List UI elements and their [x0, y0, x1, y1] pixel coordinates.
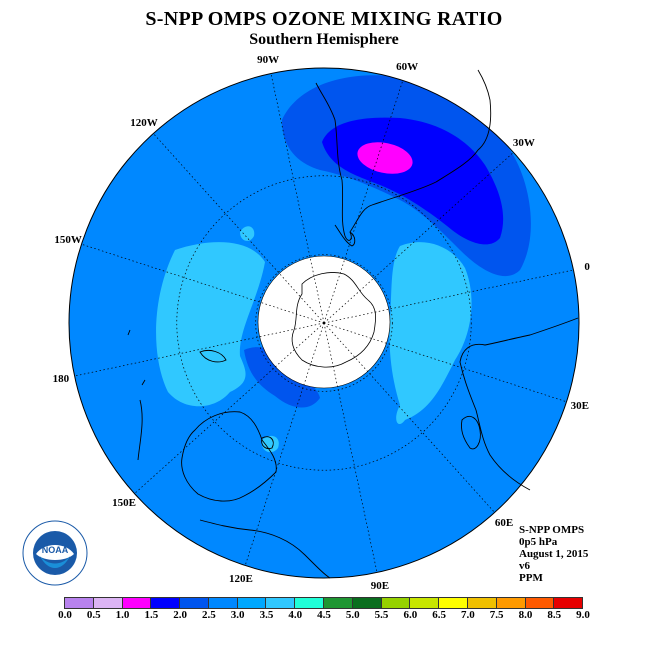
madagascar-coastline	[461, 416, 481, 450]
map-title: S-NPP OMPS OZONE MIXING RATIO	[145, 8, 503, 30]
map-boundary	[68, 67, 580, 579]
map-subtitle: Southern Hemisphere	[249, 31, 399, 48]
antarctica-coastline-inner	[291, 272, 377, 368]
longitude-label: 150W	[54, 233, 82, 246]
longitude-label: 120E	[228, 572, 253, 585]
new-zealand-coastline	[199, 349, 227, 363]
colorbar-tick-label: 8.5	[547, 609, 562, 621]
colorbar-tick-label: 5.5	[374, 609, 389, 621]
colorbar-tick-label: 1.5	[144, 609, 159, 621]
south-america-coastline	[315, 69, 492, 241]
colorbar-segment	[553, 597, 584, 609]
colorbar-tick-label: 7.0	[461, 609, 475, 621]
colorbar-tick-label: 3.0	[230, 609, 245, 621]
australia-coastline	[181, 411, 277, 502]
meridian-line	[323, 269, 574, 324]
info-level: 0p5 hPa	[519, 536, 558, 548]
colorbar-tick-label: 2.5	[202, 609, 216, 621]
field-level-2p0-south	[244, 347, 320, 408]
longitude-label: 120W	[130, 117, 158, 130]
field-level-3p0-east	[389, 242, 472, 425]
colorbar-tick-label: 6.5	[432, 609, 446, 621]
indonesia-coastline	[199, 519, 331, 579]
noaa-logo-icon: NOAA	[22, 520, 88, 586]
colorbar-tick-label: 9.0	[576, 609, 590, 621]
colorbar-tick-label: 4.5	[317, 609, 331, 621]
field-level-3p0-spot1	[240, 226, 255, 241]
colorbar-tick-label: 8.0	[518, 609, 533, 621]
islands-coastline	[127, 329, 146, 461]
colorbar-tick-label: 0.5	[86, 609, 101, 621]
meridian-line	[323, 80, 404, 324]
meridian-line	[323, 322, 495, 513]
colorbar-tick-label: 2.0	[173, 609, 187, 621]
latitude-circle	[255, 254, 393, 392]
meridian-line	[74, 322, 325, 377]
meridian-line	[323, 152, 514, 324]
longitude-label: 60E	[494, 516, 514, 529]
longitude-label: 0	[584, 261, 590, 274]
colorbar-ticks: 0.0 0.5 1.0 1.5 2.0 2.5 3.0 3.5 4.0 4.5 5.0 5.5 6.0 6…	[0, 607, 648, 627]
longitude-label: 90W	[257, 53, 280, 66]
longitude-label: 90E	[370, 580, 390, 593]
graticule	[74, 73, 574, 573]
tasmania-coastline	[261, 436, 274, 449]
africa-coastline	[459, 317, 579, 491]
latitude-circle	[176, 175, 472, 471]
longitude-label: 150E	[112, 496, 137, 509]
info-panel: S-NPP OMPS 0p5 hPa August 1, 2015 v6 PPM	[519, 524, 588, 584]
meridian-line	[323, 322, 567, 403]
logo-text: NOAA	[42, 545, 69, 555]
field-level-3p0-west	[156, 242, 265, 407]
longitude-label: 30W	[512, 137, 535, 149]
meridian-line	[323, 322, 378, 573]
meridian-line	[270, 73, 325, 324]
meridian-line	[153, 133, 325, 324]
info-date: August 1, 2015	[519, 548, 589, 560]
colorbar-tick-label: 7.5	[489, 609, 504, 621]
longitude-label: 60W	[396, 61, 419, 74]
longitude-label: 30E	[570, 400, 589, 413]
colorbar-tick-label: 1.0	[115, 609, 130, 621]
info-instrument: S-NPP OMPS	[519, 524, 585, 536]
longitude-label: 180	[52, 372, 70, 385]
colorbar-tick-label: 4.0	[288, 609, 303, 621]
colorbar-tick-label: 5.0	[345, 609, 360, 621]
meridian-line	[244, 322, 325, 566]
colorbar-tick-label: 6.0	[403, 609, 418, 621]
info-units: PPM	[519, 572, 543, 584]
field-level-1p0	[357, 142, 413, 174]
south-america-tip	[334, 224, 356, 247]
meridian-line	[134, 322, 325, 494]
colorbar-tick-label: 3.5	[259, 609, 274, 621]
colorbar-tick-label: 0.0	[58, 609, 72, 621]
meridian-line	[81, 243, 325, 324]
colorbar	[64, 597, 584, 609]
info-version: v6	[519, 560, 530, 572]
